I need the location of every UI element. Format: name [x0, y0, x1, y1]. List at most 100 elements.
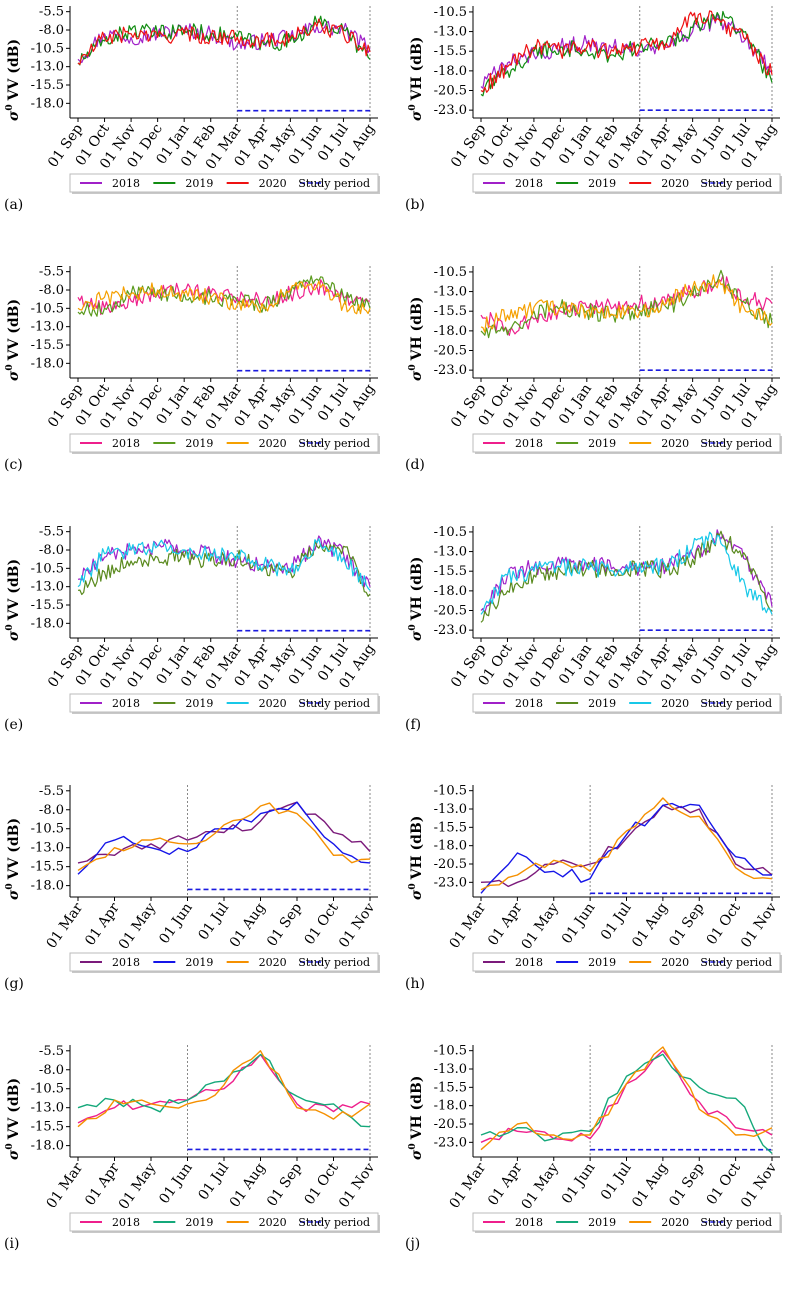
x-tick-label: 01 May: [519, 900, 562, 953]
y-tick-label: -20.5: [434, 1117, 467, 1132]
sigma-symbol: σ: [6, 630, 22, 641]
y-axis-label-text: VV (dB): [6, 1078, 22, 1140]
y-tick-label: -20.5: [434, 857, 467, 872]
legend-label-study: Study period: [700, 177, 772, 190]
sigma-symbol: σ: [409, 889, 425, 900]
legend-label-2019: 2019: [185, 1216, 213, 1229]
y-tick-label: -23.0: [434, 623, 467, 638]
sigma-symbol: σ: [409, 110, 425, 121]
x-tick-label: 01 Jul: [598, 900, 635, 943]
y-tick-label: -10.5: [31, 1082, 64, 1097]
x-tick-label: 01 Sep: [666, 1160, 707, 1209]
y-tick-label: -8.0: [39, 543, 64, 558]
y-tick-label: -23.0: [434, 1135, 467, 1150]
legend-label-study: Study period: [298, 177, 370, 190]
y-axis-label-text: VV (dB): [6, 299, 22, 361]
x-tick-label: 01 Nov: [738, 900, 780, 951]
y-tick-label: -13.0: [434, 545, 467, 560]
x-tick-label: 01 Sep: [264, 1160, 305, 1209]
legend-label-2019: 2019: [185, 437, 213, 450]
series-2018-line: [77, 1053, 371, 1124]
sigma-symbol: σ: [6, 370, 22, 381]
series-2020-line: [480, 10, 773, 93]
y-axis-label-text: VV (dB): [6, 818, 22, 880]
legend-label-2019: 2019: [185, 697, 213, 710]
y-tick-label: -20.5: [434, 604, 467, 619]
legend-label-2018: 2018: [515, 437, 543, 450]
y-tick-label: -18.0: [31, 356, 64, 371]
sigma-symbol: σ: [6, 889, 22, 900]
y-tick-label: -15.5: [31, 338, 64, 353]
sigma-superscript: 0: [5, 104, 15, 110]
legend-box: [472, 952, 781, 972]
legend-label-2018: 2018: [112, 697, 140, 710]
y-axis-label: σ0 VH (dB): [408, 37, 425, 121]
legend-label-study: Study period: [298, 437, 370, 450]
x-tick-label: 01 May: [116, 900, 159, 953]
y-tick-label: -15.5: [31, 78, 64, 93]
y-tick-label: -8.0: [39, 803, 64, 818]
y-tick-label: -15.5: [434, 1080, 467, 1095]
sigma-superscript: 0: [408, 883, 418, 889]
x-tick-label: 01 Mar: [44, 1160, 87, 1212]
x-tick-label: 01 Sep: [666, 900, 707, 949]
x-tick-label: 01 Jul: [195, 900, 232, 943]
series-2018-line: [480, 529, 773, 614]
x-tick-label: 01 May: [519, 1160, 562, 1213]
series-2020-line: [480, 531, 773, 615]
y-axis-label-text: VV (dB): [6, 39, 22, 101]
sigma-superscript: 0: [408, 104, 418, 110]
legend-label-2019: 2019: [588, 177, 616, 190]
y-tick-label: -5.5: [39, 525, 64, 540]
series-2018-line: [77, 279, 371, 316]
y-tick-label: -18.0: [31, 879, 64, 894]
y-tick-label: -18.0: [434, 64, 467, 79]
y-tick-label: -13.0: [434, 25, 467, 40]
series-2019-line: [77, 15, 371, 66]
legend-box: [472, 433, 781, 453]
series-2020-line: [480, 797, 773, 891]
panel-label: (c): [4, 457, 23, 473]
series-2020-line: [77, 1050, 371, 1128]
y-tick-label: -20.5: [434, 344, 467, 359]
legend-box: [69, 952, 379, 972]
sigma-superscript: 0: [5, 624, 15, 630]
y-tick-label: -13.0: [31, 1101, 64, 1116]
y-axis-label: σ0 VH (dB): [408, 1076, 425, 1160]
legend-label-2020: 2020: [259, 437, 287, 450]
y-tick-label: -18.0: [434, 584, 467, 599]
y-tick-label: -13.0: [31, 580, 64, 595]
panel-i: -5.5 -8.0 -10.5 -13.0 -15.5 -18.0 σ0 VV (dB) 01 …: [4, 1044, 380, 1252]
x-tick-label: 01 Jun: [559, 900, 598, 947]
y-axis-label: σ0 VV (dB): [5, 39, 22, 121]
series-2018-line: [77, 801, 371, 864]
y-tick-label: -13.0: [434, 285, 467, 300]
y-tick-label: -10.5: [434, 525, 467, 540]
legend-label-2018: 2018: [112, 437, 140, 450]
sigma-symbol: σ: [409, 1149, 425, 1160]
panel-h: -10.5 -13.0 -15.5 -18.0 -20.5 -23.0 σ0 VH (dB) 0…: [405, 784, 782, 992]
y-tick-label: -13.0: [31, 320, 64, 335]
panel-b: -10.5 -13.0 -15.5 -18.0 -20.5 -23.0 σ0 VH (dB)0…: [405, 5, 782, 213]
y-tick-label: -5.5: [39, 784, 64, 799]
series-2020-line: [480, 1046, 773, 1151]
series-2019-line: [480, 802, 773, 894]
legend-label-study: Study period: [298, 697, 370, 710]
y-axis-label-text: VV (dB): [6, 559, 22, 621]
y-tick-label: -10.5: [31, 301, 64, 316]
x-tick-label: 01 Sep: [264, 900, 305, 949]
x-tick-label: 01 Aug: [629, 900, 671, 950]
y-tick-label: -18.0: [31, 96, 64, 111]
panel-label: (g): [4, 976, 24, 992]
legend-label-2020: 2020: [259, 956, 287, 969]
sigma-symbol: σ: [409, 630, 425, 641]
y-axis-label-text: VH (dB): [409, 816, 425, 881]
legend-label-2018: 2018: [515, 697, 543, 710]
legend-box: [69, 173, 379, 193]
legend-label-2019: 2019: [588, 437, 616, 450]
sigma-superscript: 0: [5, 364, 15, 370]
legend-label-2020: 2020: [259, 1216, 287, 1229]
